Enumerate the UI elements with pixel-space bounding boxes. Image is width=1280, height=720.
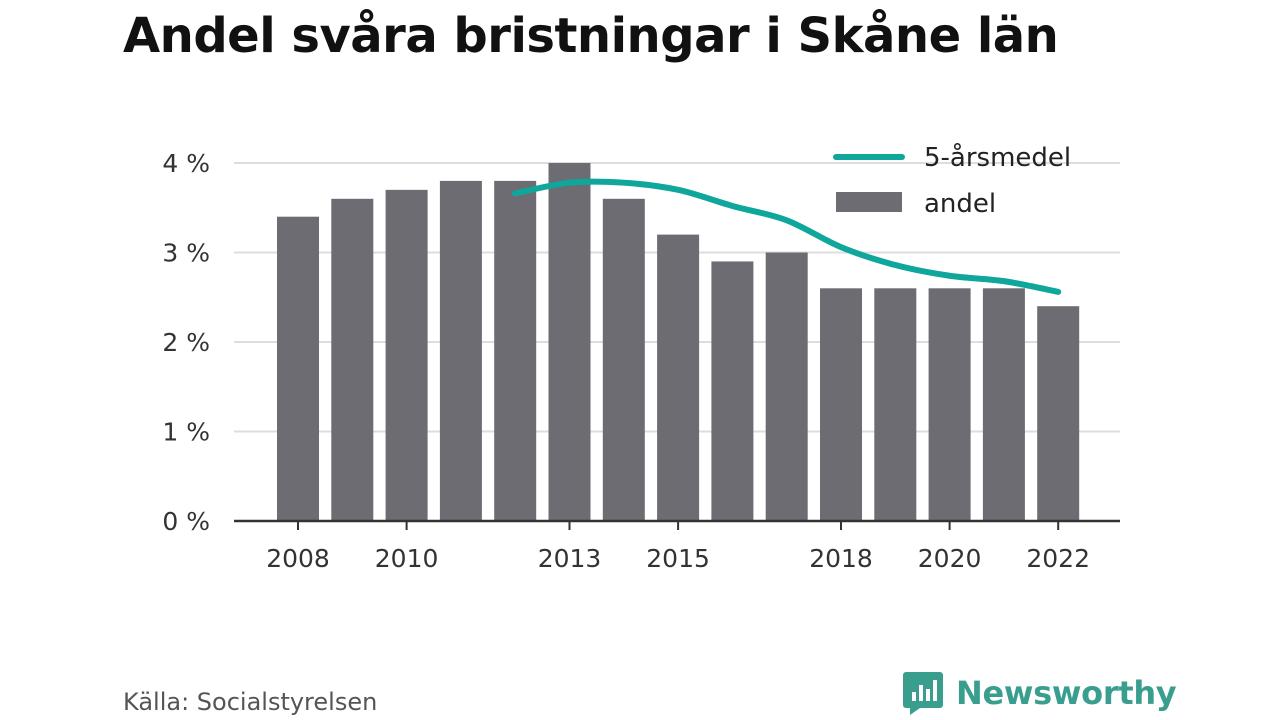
bar bbox=[874, 288, 917, 521]
x-tick-label: 2013 bbox=[538, 544, 602, 573]
y-tick-label: 4 % bbox=[162, 149, 210, 178]
five-year-average-line bbox=[512, 178, 1062, 295]
x-tick-label: 2018 bbox=[809, 544, 873, 573]
brand-name: Newsworthy bbox=[956, 674, 1177, 712]
y-tick-label: 2 % bbox=[162, 328, 210, 357]
bar bbox=[331, 198, 374, 522]
bar bbox=[982, 288, 1025, 521]
y-axis-ticks: 0 % 1 % 2 % 3 % 4 % bbox=[162, 149, 210, 536]
bar bbox=[928, 288, 971, 521]
y-tick-label: 1 % bbox=[162, 418, 210, 447]
bar-series bbox=[277, 163, 1080, 522]
bar bbox=[385, 189, 428, 521]
newsworthy-logo-icon bbox=[903, 672, 943, 715]
chart-title: Andel svåra bristningar i Skåne län bbox=[123, 8, 1059, 64]
bar bbox=[494, 180, 537, 521]
bar bbox=[548, 163, 591, 521]
bar bbox=[765, 252, 808, 521]
x-tick-label: 2020 bbox=[918, 544, 982, 573]
bar bbox=[602, 198, 645, 522]
legend-bar-swatch bbox=[836, 192, 902, 212]
y-tick-label: 0 % bbox=[162, 507, 210, 536]
bar bbox=[277, 216, 319, 521]
legend: 5-årsmedel andel bbox=[833, 142, 1071, 219]
bar bbox=[711, 261, 754, 521]
bar bbox=[1037, 306, 1080, 521]
bar bbox=[820, 288, 862, 521]
brand-logo: Newsworthy bbox=[902, 670, 1177, 716]
line-series bbox=[512, 178, 1062, 295]
legend-label-line: 5-årsmedel bbox=[924, 142, 1071, 173]
bar bbox=[439, 180, 482, 521]
x-tick-label: 2022 bbox=[1026, 544, 1090, 573]
x-tick-label: 2015 bbox=[646, 544, 710, 573]
y-tick-label: 3 % bbox=[162, 239, 210, 268]
x-tick-label: 2010 bbox=[375, 544, 439, 573]
x-tick-label: 2008 bbox=[266, 544, 330, 573]
legend-label-bar: andel bbox=[924, 189, 996, 219]
x-axis-ticks: 2008 2010 2013 2015 2018 2020 2022 bbox=[266, 521, 1090, 573]
source-note: Källa: Socialstyrelsen bbox=[123, 688, 378, 716]
bar bbox=[657, 234, 700, 521]
